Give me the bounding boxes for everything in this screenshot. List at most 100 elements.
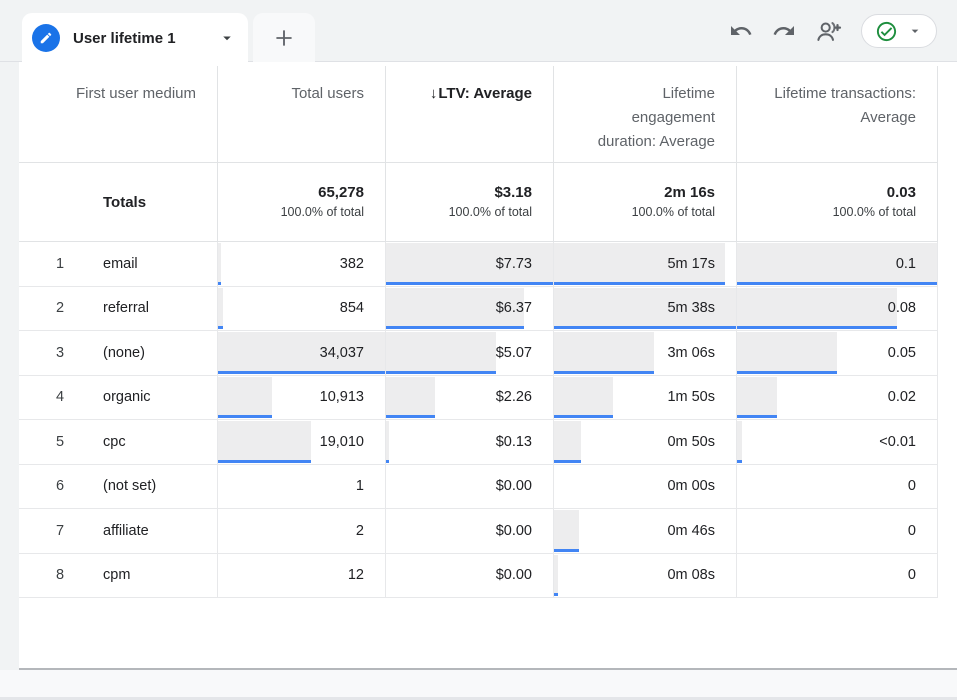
table-row: 1 email 382 $7.73 5m 17s 0.1 xyxy=(19,242,938,287)
metric-value: 0.08 xyxy=(887,300,916,317)
metric-cell[interactable]: 0 xyxy=(737,464,938,509)
sort-descending-icon: ↓ xyxy=(429,85,438,102)
column-header-ltv-average[interactable]: ↓LTV: Average xyxy=(386,66,554,163)
column-header-first-user-medium[interactable]: First user medium xyxy=(19,66,218,163)
metric-cell[interactable]: 5m 17s xyxy=(554,242,737,287)
column-header-lifetime-transactions[interactable]: Lifetime transactions: Average xyxy=(737,66,938,163)
dimension-cell[interactable]: 4 organic xyxy=(19,375,218,420)
metric-cell[interactable]: 854 xyxy=(218,286,386,331)
metric-bar xyxy=(737,332,837,374)
metric-value: $0.00 xyxy=(495,478,532,495)
metric-cell[interactable]: 0.08 xyxy=(737,286,938,331)
row-index: 3 xyxy=(56,344,65,361)
metric-cell[interactable]: 34,037 xyxy=(218,331,386,376)
totals-value: 0.03 xyxy=(886,184,916,201)
metric-cell[interactable]: 0m 00s xyxy=(554,464,737,509)
metric-value: 0.05 xyxy=(887,344,916,361)
dimension-cell[interactable]: 2 referral xyxy=(19,286,218,331)
dimension-cell[interactable]: 3 (none) xyxy=(19,331,218,376)
metric-bar xyxy=(737,421,742,463)
metric-cell[interactable]: $0.00 xyxy=(386,509,554,554)
metric-cell[interactable]: $0.00 xyxy=(386,464,554,509)
column-header-label: Total users xyxy=(291,85,364,102)
totals-cell: 2m 16s 100.0% of total xyxy=(554,163,737,242)
metric-bar xyxy=(386,243,553,285)
dimension-cell[interactable]: 8 cpm xyxy=(19,553,218,598)
metric-bar xyxy=(737,376,777,418)
metric-value: 3m 06s xyxy=(667,344,715,361)
metric-cell[interactable]: 0.1 xyxy=(737,242,938,287)
metric-bar xyxy=(554,243,725,285)
share-button[interactable] xyxy=(815,18,842,45)
metric-cell[interactable]: 2 xyxy=(218,509,386,554)
metric-bar xyxy=(386,421,390,463)
dimension-cell[interactable]: 6 (not set) xyxy=(19,464,218,509)
metric-value: $2.26 xyxy=(495,389,532,406)
tab-edit-badge[interactable] xyxy=(32,24,60,52)
redo-button[interactable] xyxy=(772,19,796,43)
metric-value: $0.00 xyxy=(495,567,532,584)
metric-cell[interactable]: $2.26 xyxy=(386,375,554,420)
row-dimension: email xyxy=(103,255,138,272)
redo-icon xyxy=(773,26,794,35)
metric-value: $6.37 xyxy=(495,300,532,317)
metric-bar xyxy=(386,332,496,374)
metric-cell[interactable]: 382 xyxy=(218,242,386,287)
metric-bar xyxy=(554,510,579,552)
row-dimension: organic xyxy=(103,389,151,406)
dimension-cell[interactable]: 1 email xyxy=(19,242,218,287)
metric-cell[interactable]: $7.73 xyxy=(386,242,554,287)
metric-cell[interactable]: 5m 38s xyxy=(554,286,737,331)
add-tab-button[interactable] xyxy=(253,13,315,62)
metric-value: 0m 08s xyxy=(667,567,715,584)
metric-cell[interactable]: <0.01 xyxy=(737,420,938,465)
metric-cell[interactable]: 0.02 xyxy=(737,375,938,420)
metric-cell[interactable]: $0.13 xyxy=(386,420,554,465)
totals-row: Totals 65,278 100.0% of total $3.18 100.… xyxy=(19,163,938,242)
metric-cell[interactable]: 0 xyxy=(737,509,938,554)
metric-cell[interactable]: 10,913 xyxy=(218,375,386,420)
metric-value: 0m 50s xyxy=(667,433,715,450)
metric-cell[interactable]: 3m 06s xyxy=(554,331,737,376)
metric-cell[interactable]: $0.00 xyxy=(386,553,554,598)
tab-user-lifetime-1[interactable]: User lifetime 1 xyxy=(22,13,248,63)
metric-cell[interactable]: 1 xyxy=(218,464,386,509)
metric-cell[interactable]: 0 xyxy=(737,553,938,598)
metric-value: 854 xyxy=(339,300,364,317)
row-index: 2 xyxy=(56,300,65,317)
dimension-cell[interactable]: 7 affiliate xyxy=(19,509,218,554)
tab-dropdown[interactable] xyxy=(218,29,236,47)
totals-value: 65,278 xyxy=(318,184,364,201)
metric-cell[interactable]: 0m 08s xyxy=(554,553,737,598)
row-index: 1 xyxy=(56,255,65,272)
metric-bar xyxy=(386,287,524,329)
data-table: First user medium Total users ↓LTV: Aver… xyxy=(19,66,938,598)
totals-cell: $3.18 100.0% of total xyxy=(386,163,554,242)
row-dimension: cpm xyxy=(103,567,131,584)
metric-cell[interactable]: $5.07 xyxy=(386,331,554,376)
run-status-button[interactable] xyxy=(861,14,937,48)
metric-cell[interactable]: 12 xyxy=(218,553,386,598)
row-index: 6 xyxy=(56,478,65,495)
metric-cell[interactable]: 0m 46s xyxy=(554,509,737,554)
column-header-lifetime-engagement[interactable]: Lifetime engagement duration: Average xyxy=(554,66,737,163)
plus-icon xyxy=(276,29,292,46)
check-circle-icon xyxy=(876,21,897,41)
metric-bar xyxy=(554,421,581,463)
metric-cell[interactable]: 19,010 xyxy=(218,420,386,465)
metric-cell[interactable]: 1m 50s xyxy=(554,375,737,420)
totals-label: Totals xyxy=(19,163,218,242)
metric-cell[interactable]: $6.37 xyxy=(386,286,554,331)
tab-label: User lifetime 1 xyxy=(73,29,176,47)
totals-value: 2m 16s xyxy=(664,184,715,201)
metric-value: 34,037 xyxy=(319,344,364,361)
metric-bar xyxy=(554,332,655,374)
metric-cell[interactable]: 0m 50s xyxy=(554,420,737,465)
totals-share: 100.0% of total xyxy=(631,205,715,219)
caret-down-icon xyxy=(223,36,231,41)
column-header-total-users[interactable]: Total users xyxy=(218,66,386,163)
metric-cell[interactable]: 0.05 xyxy=(737,331,938,376)
undo-button[interactable] xyxy=(729,19,753,43)
metric-value: $0.00 xyxy=(495,522,532,539)
dimension-cell[interactable]: 5 cpc xyxy=(19,420,218,465)
